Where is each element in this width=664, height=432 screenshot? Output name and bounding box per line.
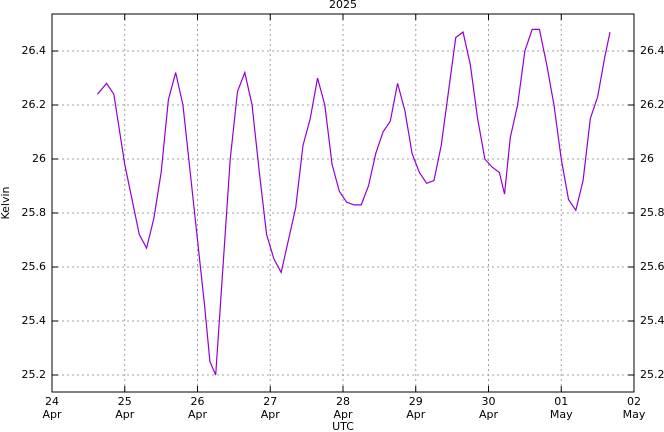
y2-tick-label: 26 [640, 152, 654, 165]
y-axis-label: Kelvin [0, 186, 12, 219]
x-tick-label: 28 [336, 395, 350, 408]
x-tick-label: May [550, 408, 573, 421]
x-tick-label: Apr [333, 408, 353, 421]
y2-tick-label: 25.4 [640, 314, 664, 327]
x-tick-label: 01 [554, 395, 568, 408]
x-tick-label: Apr [188, 408, 208, 421]
y2-tick-label: 25.2 [640, 368, 664, 381]
x-tick-label: 26 [191, 395, 205, 408]
x-tick-label: 30 [482, 395, 496, 408]
x-tick-label: Apr [479, 408, 499, 421]
x-tick-label: Apr [406, 408, 426, 421]
x-tick-label: Apr [261, 408, 281, 421]
x-tick-label: 29 [409, 395, 423, 408]
y-tick-label: 25.6 [22, 260, 47, 273]
y-tick-label: 25.2 [22, 368, 47, 381]
y2-tick-label: 25.6 [640, 260, 664, 273]
chart-title: 2025 [329, 0, 357, 11]
y2-tick-label: 25.8 [640, 206, 664, 219]
x-tick-label: 24 [45, 395, 59, 408]
y2-tick-label: 26.2 [640, 98, 664, 111]
y-tick-label: 26.2 [22, 98, 47, 111]
x-tick-label: 25 [118, 395, 132, 408]
y-tick-label: 25.8 [22, 206, 47, 219]
x-axis-label: UTC [332, 420, 354, 432]
x-tick-label: Apr [42, 408, 62, 421]
y-tick-label: 26.4 [22, 44, 47, 57]
y-tick-label: 26 [32, 152, 46, 165]
x-tick-label: 02 [627, 395, 641, 408]
x-tick-label: Apr [115, 408, 135, 421]
x-tick-label: 27 [263, 395, 277, 408]
y2-tick-label: 26.4 [640, 44, 664, 57]
x-tick-label: May [623, 408, 646, 421]
data-line [97, 28, 611, 376]
plot-frame [51, 13, 635, 393]
y-tick-label: 25.4 [22, 314, 47, 327]
